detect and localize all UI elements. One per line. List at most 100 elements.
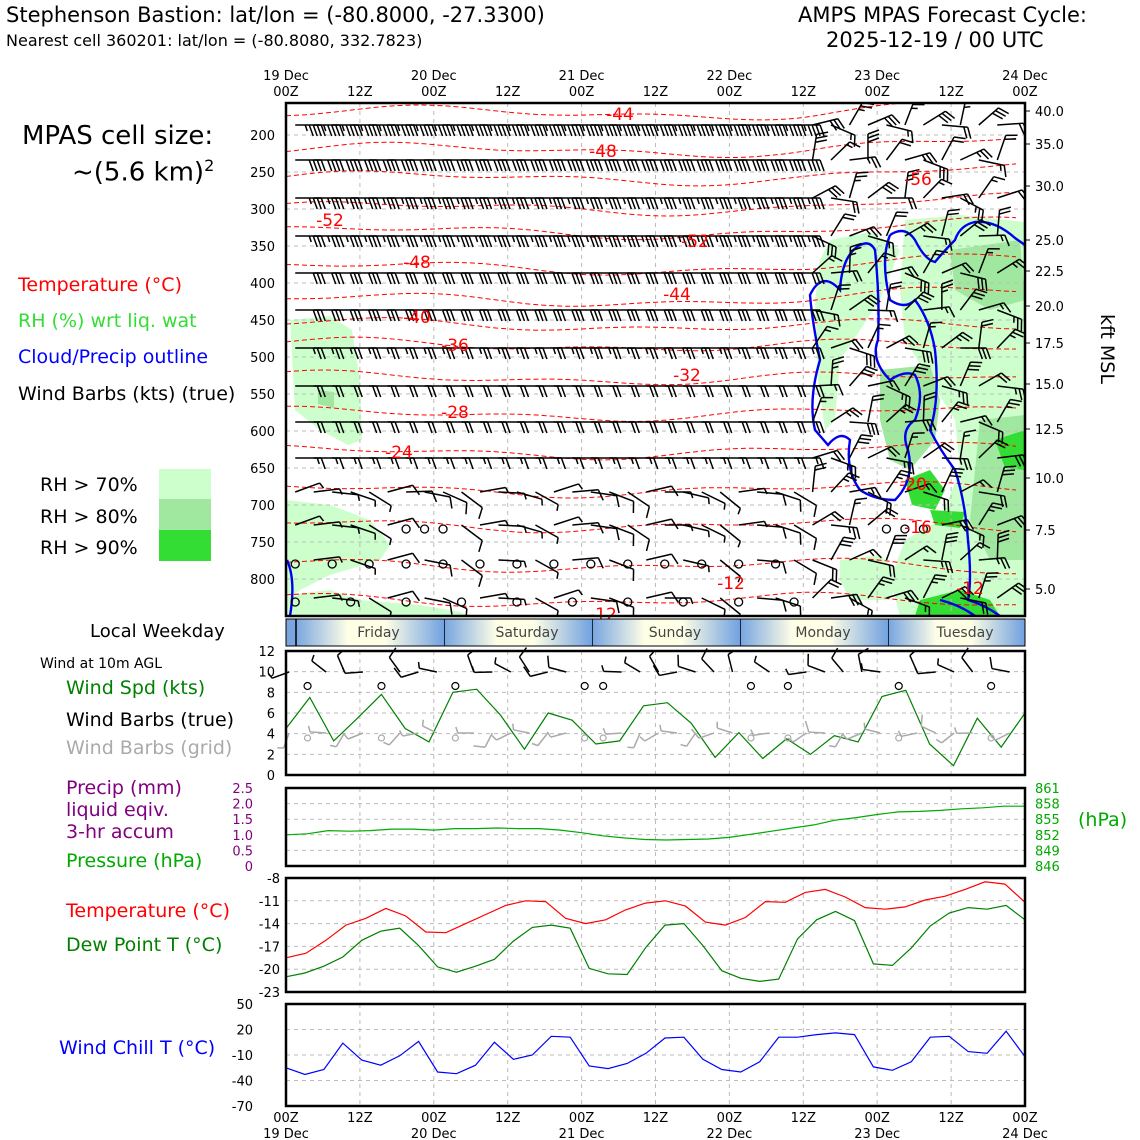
temperature-contour-label: -20 [899,475,927,495]
temperature-contour-label: -12 [717,574,745,594]
cross-section-wind-barbs [290,103,1025,616]
temperature-tick-label: -20 [259,963,280,978]
wind-barb [941,124,972,139]
wind-barb [553,483,583,493]
pressure-tick-label: 846 [1035,860,1060,875]
wind-barb [553,124,585,137]
temperature-contour-label: -48 [589,142,617,162]
surface-wind-barb [652,665,678,677]
kft-tick-label: 35.0 [1035,138,1064,153]
kft-tick-label: 10.0 [1035,472,1064,487]
wind-barb [997,122,1025,135]
weekday-segment [286,619,296,646]
wind-barb [886,124,914,144]
calm-wind-marker [451,681,460,691]
calm-wind-marker [549,559,559,569]
weekday-label-monday: Monday [795,625,850,641]
wind-barb [664,597,694,605]
pressure-tick-label: 849 [1035,844,1060,859]
wind-barb [516,159,548,172]
surface-wind-barb [393,667,419,678]
wind-barb [719,491,742,515]
calm-wind-marker [678,597,688,607]
weekday-segment [445,619,593,646]
surface-wind-barb-grid [990,732,1010,741]
wind-barb [295,197,326,210]
wind-barb [535,597,559,616]
wind-panel-frame [284,649,1027,777]
wind-barb [609,309,641,322]
calm-wind-marker [733,559,744,569]
wind-barb [904,168,920,199]
wind-barb [978,175,1006,199]
calm-wind-marker [290,559,300,569]
bottom-time-tick: 00Z [273,1111,299,1126]
wind-barb [794,197,825,210]
top-time-tick: 00Z [273,85,299,100]
calm-wind-marker [733,597,744,607]
wind-barb [941,279,954,310]
wind-barb [553,516,583,526]
wind-barb [811,325,839,349]
wind-barb [793,559,818,586]
wind-barb [775,491,802,512]
wind-barb [461,524,483,553]
kft-tick-label: 5.0 [1035,583,1056,598]
wind-barb [406,235,437,248]
wind-barb [812,510,845,526]
calm-wind-marker [364,559,374,569]
calm-wind-marker-grid [599,734,607,742]
top-date-label: 23 Dec [854,69,900,84]
dewpoint-line [285,904,1026,983]
wind-barb [922,321,943,349]
cloud-outline-path [808,242,922,502]
calm-wind-marker [746,681,756,691]
pressure-panel-frame [284,786,1027,868]
title-location: Stephenson Bastion: lat/lon = (-80.8000,… [6,3,545,27]
wind-barb [978,247,1000,274]
wind-barb [922,442,955,459]
calm-wind-marker [900,524,910,534]
calm-wind-marker [327,559,337,569]
wind-barb [904,272,930,295]
wind-barb [941,531,959,561]
wind-barb [941,136,966,161]
wind-barb [923,559,954,574]
wind-barb [720,159,751,172]
wind-barb [959,288,988,311]
wind-barb [295,124,326,137]
wind-barb [886,335,919,349]
wind-barb [572,124,604,137]
calm-wind-marker [770,559,781,569]
wind-barbs-grid-label: Wind Barbs (grid) [66,737,233,759]
surface-wind-barb [961,647,974,673]
wind-barb [811,131,829,161]
temperature-contour-label: -24 [385,443,413,463]
pressure-label: Pressure (hPa) [66,850,203,872]
wind-barb [941,585,975,599]
wind-barb [646,485,679,497]
wind-barb [923,159,949,182]
wind-barb [960,414,993,426]
surface-wind-barb-grid [863,722,881,734]
wind-barb [959,103,977,126]
kft-tick-label: 40.0 [1035,105,1064,120]
legend-rh80-label: RH > 80% [40,506,138,528]
wind-barb [904,363,931,387]
wind-barb [978,234,1010,247]
top-time-tick: 00Z [1012,85,1038,100]
surface-wind-barb [623,656,641,673]
windchill-line [285,1030,1026,1076]
wind-barb [664,309,696,322]
calm-wind-marker [346,597,356,607]
windchill-tick-label: -70 [232,1100,253,1115]
wind-barb [332,159,363,172]
wind-barb [978,572,999,599]
windchill-tick-label: -40 [232,1075,253,1090]
pressure-tick-label: 800 [250,573,275,588]
wind-barb [664,159,696,172]
wind-tick-label: 6 [267,707,275,722]
wind-barb [812,449,846,462]
axes: 200 250 300 350 400 450 500 550 600 650 700 750 800 4… [250,69,1064,618]
